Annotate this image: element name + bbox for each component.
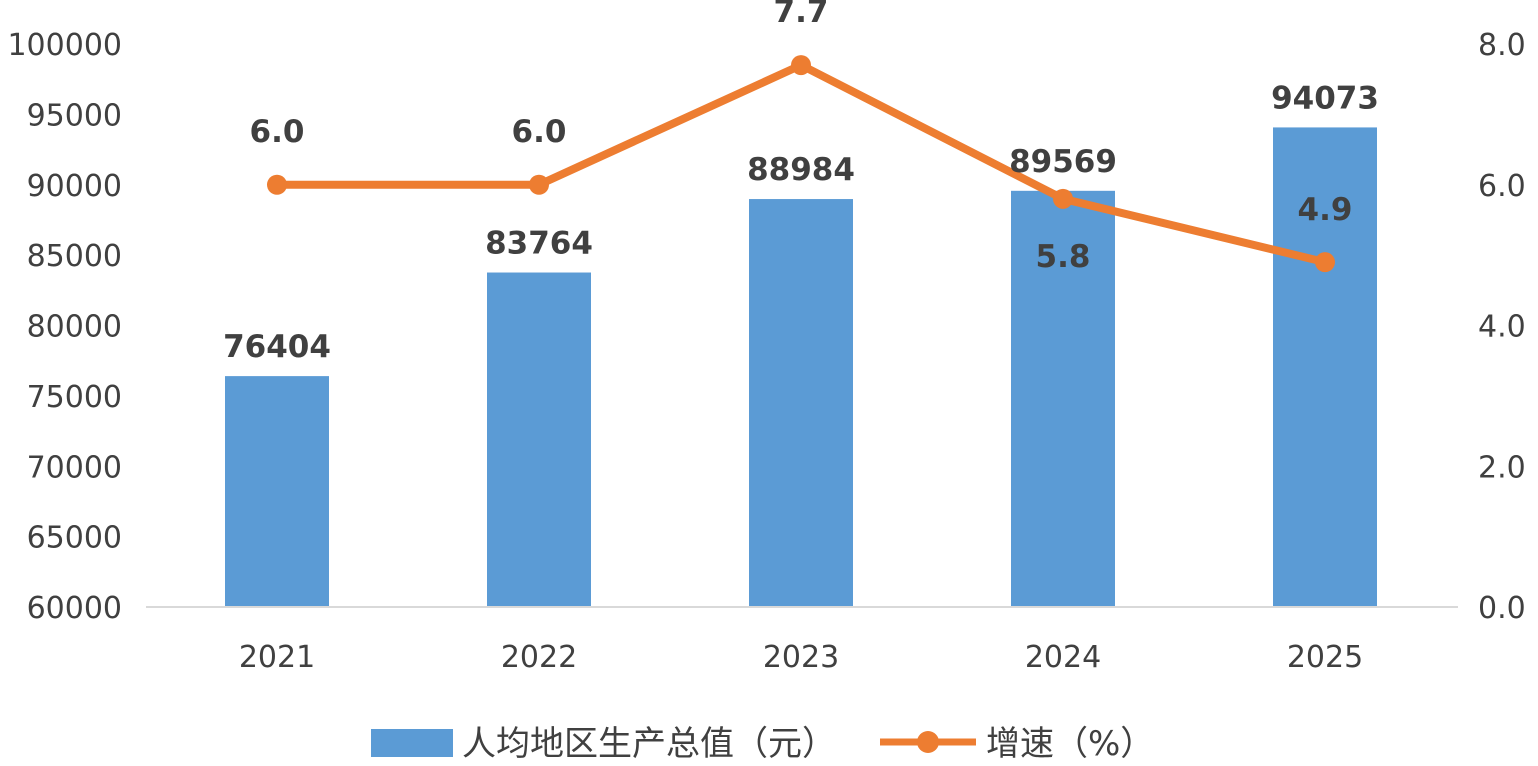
bar-data-label: 89569 — [1009, 144, 1117, 180]
data-labels: 76404 83764 88984 89569 94073 6.0 6.0 7.7 5.8 4.9 — [223, 0, 1379, 365]
line-point — [791, 55, 811, 76]
y-right-tick-label: 0.0 — [1478, 591, 1526, 626]
y-left-tick-label: 85000 — [27, 239, 122, 274]
y-left-tick-label: 80000 — [27, 310, 122, 345]
x-tick-label: 2023 — [763, 640, 839, 675]
y-right-tick-label: 2.0 — [1478, 450, 1526, 485]
line-point — [267, 174, 287, 195]
y-left-tick-label: 75000 — [27, 380, 122, 415]
y-right-tick-label: 8.0 — [1478, 28, 1526, 63]
bar — [225, 376, 329, 607]
y-left-axis: 60000 65000 70000 75000 80000 85000 90000 95000… — [7, 28, 122, 626]
line-point — [529, 174, 549, 195]
bar — [749, 199, 853, 607]
bar-data-label: 88984 — [747, 152, 855, 188]
y-left-tick-label: 65000 — [27, 521, 122, 556]
line-data-label: 4.9 — [1298, 192, 1353, 228]
y-left-tick-label: 70000 — [27, 450, 122, 485]
bar-data-label: 83764 — [485, 226, 593, 262]
y-left-tick-label: 60000 — [27, 591, 122, 626]
bar — [1011, 190, 1115, 607]
y-right-tick-label: 6.0 — [1478, 169, 1526, 204]
line-data-label: 5.8 — [1036, 239, 1091, 275]
y-right-tick-label: 4.0 — [1478, 310, 1526, 345]
line-data-label: 6.0 — [512, 114, 567, 150]
legend-swatch-marker — [917, 731, 939, 753]
line-series — [267, 55, 1335, 273]
bar-series — [225, 127, 1377, 608]
x-tick-label: 2022 — [501, 640, 577, 675]
bar-data-label: 76404 — [223, 329, 331, 365]
bar-data-label: 94073 — [1271, 80, 1379, 116]
legend-label-line: 增速（%） — [986, 724, 1154, 764]
legend-swatch-bar — [371, 729, 453, 757]
bar — [1273, 127, 1377, 608]
y-right-axis: 0.0 2.0 4.0 6.0 8.0 — [1478, 28, 1526, 626]
line-data-label: 7.7 — [774, 0, 829, 30]
bar — [487, 272, 591, 607]
x-axis: 2021 2022 2023 2024 2025 — [239, 640, 1363, 675]
legend-label-bar: 人均地区生产总值（元） — [462, 724, 836, 764]
y-left-tick-label: 90000 — [27, 169, 122, 204]
line-point — [1315, 252, 1335, 273]
y-left-tick-label: 100000 — [7, 28, 122, 63]
line-point — [1053, 188, 1073, 209]
line-data-label: 6.0 — [250, 114, 305, 150]
y-left-tick-label: 95000 — [27, 98, 122, 133]
x-tick-label: 2025 — [1287, 640, 1363, 675]
x-tick-label: 2024 — [1025, 640, 1101, 675]
x-tick-label: 2021 — [239, 640, 315, 675]
legend: 人均地区生产总值（元） 增速（%） — [371, 724, 1154, 764]
